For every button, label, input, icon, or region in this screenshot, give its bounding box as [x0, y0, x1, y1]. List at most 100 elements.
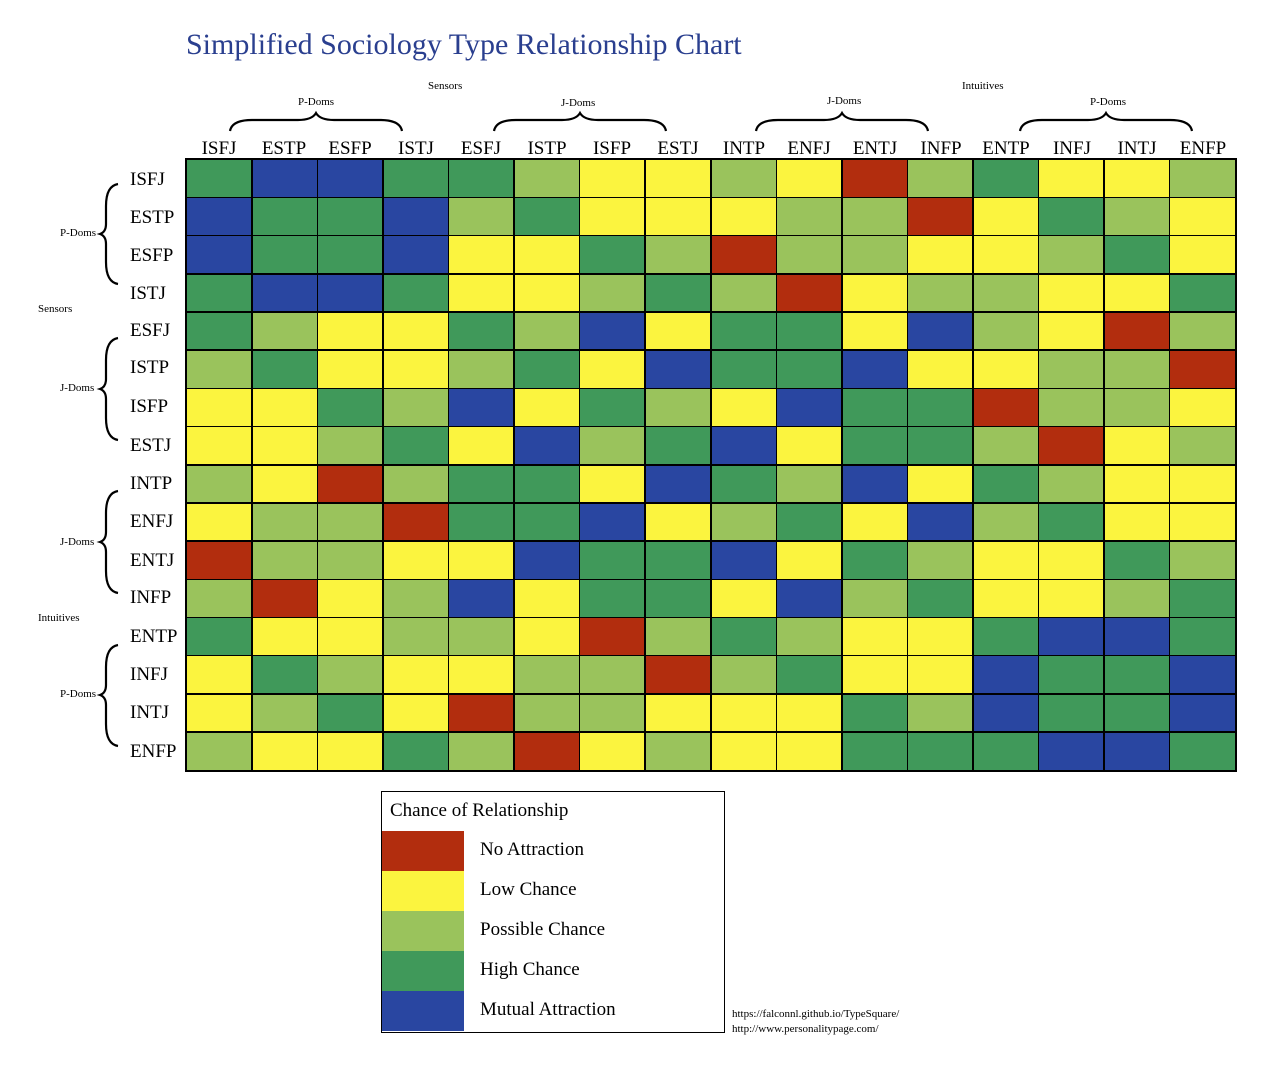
cell-infp-enfp [1169, 579, 1236, 618]
row-subgroup-p-doms-2: P-Doms [60, 688, 97, 700]
source-link-personalitypage[interactable]: http://www.personalitypage.com/ [732, 1023, 879, 1035]
cell-enfp-esfp [317, 731, 384, 771]
row-bracket-4 [96, 643, 119, 748]
cell-esfj-entj [841, 311, 908, 351]
cell-infp-isfp [579, 579, 646, 618]
col-subgroup-p-doms-2: P-Doms [1090, 96, 1127, 108]
cell-isfj-intj [1103, 159, 1170, 198]
cell-esfp-istj [382, 235, 449, 275]
cell-istj-estj [644, 273, 711, 313]
cell-enfp-estj [644, 731, 711, 771]
cell-estj-enfj [776, 426, 843, 465]
cell-estj-intj [1103, 426, 1170, 465]
cell-infp-isfj [186, 579, 253, 618]
cell-enfp-isfp [579, 731, 646, 771]
cell-intp-isfj [186, 464, 253, 504]
col-bracket-1 [228, 110, 404, 132]
cell-enfp-infp [907, 731, 974, 771]
cell-enfj-enfp [1169, 502, 1236, 542]
cell-esfj-estp [251, 311, 318, 351]
col-header-esfj: ESFJ [460, 138, 502, 159]
cell-entp-entj [841, 617, 908, 656]
cell-entj-estp [251, 540, 318, 580]
cell-istj-entj [841, 273, 908, 313]
cell-estj-isfj [186, 426, 253, 465]
cell-enfp-entj [841, 731, 908, 771]
row-bracket-2 [96, 336, 119, 442]
cell-entp-isfj [186, 617, 253, 656]
cell-infp-intp [710, 579, 777, 618]
cell-infj-intj [1103, 655, 1170, 695]
row-header-istp: ISTP [130, 357, 170, 378]
cell-entp-istj [382, 617, 449, 656]
cell-infp-istp [513, 579, 580, 618]
cell-esfj-isfp [579, 311, 646, 351]
cell-isfj-estp [251, 159, 318, 198]
cell-isfp-estj [644, 388, 711, 427]
row-header-entp: ENTP [130, 626, 178, 647]
cell-istp-entp [972, 349, 1039, 389]
legend-item-high-chance: High Chance [382, 951, 722, 991]
cell-istj-infp [907, 273, 974, 313]
cell-istj-enfj [776, 273, 843, 313]
cell-entp-isfp [579, 617, 646, 656]
cell-intj-infp [907, 693, 974, 733]
col-header-intp: INTP [722, 138, 766, 159]
cell-isfj-intp [710, 159, 777, 198]
row-header-estp: ESTP [130, 207, 175, 228]
cell-entp-istp [513, 617, 580, 656]
row-group-intuitives: Intuitives [38, 612, 80, 624]
cell-estp-isfj [186, 197, 253, 236]
cell-intp-infj [1038, 464, 1105, 504]
cell-esfj-enfp [1169, 311, 1236, 351]
cell-infj-esfp [317, 655, 384, 695]
cell-enfp-entp [972, 731, 1039, 771]
cell-istp-istp [513, 349, 580, 389]
cell-intj-isfj [186, 693, 253, 733]
row-header-esfj: ESFJ [130, 320, 171, 341]
cell-esfj-intp [710, 311, 777, 351]
cell-esfj-infp [907, 311, 974, 351]
cell-isfp-intp [710, 388, 777, 427]
cell-istp-enfj [776, 349, 843, 389]
cell-enfj-esfp [317, 502, 384, 542]
col-header-enfj: ENFJ [787, 138, 831, 159]
cell-intj-entp [972, 693, 1039, 733]
cell-entj-entj [841, 540, 908, 580]
cell-infp-estj [644, 579, 711, 618]
cell-istp-istj [382, 349, 449, 389]
cell-estp-enfj [776, 197, 843, 236]
cell-esfp-infj [1038, 235, 1105, 275]
cell-entp-infj [1038, 617, 1105, 656]
cell-enfj-entj [841, 502, 908, 542]
cell-entj-istp [513, 540, 580, 580]
cell-intj-estj [644, 693, 711, 733]
cell-enfj-estj [644, 502, 711, 542]
cell-esfp-istp [513, 235, 580, 275]
cell-esfj-isfj [186, 311, 253, 351]
col-group-sensors: Sensors [428, 80, 463, 92]
cell-intj-esfp [317, 693, 384, 733]
col-header-estp: ESTP [261, 138, 307, 159]
legend-title: Chance of Relationship [390, 800, 569, 821]
cell-esfj-istp [513, 311, 580, 351]
cell-enfj-enfj [776, 502, 843, 542]
legend-label-high-chance: High Chance [480, 959, 580, 980]
cell-intp-enfp [1169, 464, 1236, 504]
cell-estp-esfj [448, 197, 515, 236]
cell-enfp-intj [1103, 731, 1170, 771]
cell-istp-esfp [317, 349, 384, 389]
cell-intp-esfp [317, 464, 384, 504]
col-header-intj: INTJ [1117, 138, 1157, 159]
cell-entj-intp [710, 540, 777, 580]
cell-intp-estj [644, 464, 711, 504]
cell-istp-infp [907, 349, 974, 389]
row-subgroup-j-doms-2: J-Doms [60, 536, 95, 548]
cell-entj-intj [1103, 540, 1170, 580]
cell-intp-infp [907, 464, 974, 504]
cell-esfp-intj [1103, 235, 1170, 275]
source-link-typesquare[interactable]: https://falconnl.github.io/TypeSquare/ [732, 1008, 900, 1020]
col-header-entp: ENTP [982, 138, 1030, 159]
legend-label-possible-chance: Possible Chance [480, 919, 606, 940]
